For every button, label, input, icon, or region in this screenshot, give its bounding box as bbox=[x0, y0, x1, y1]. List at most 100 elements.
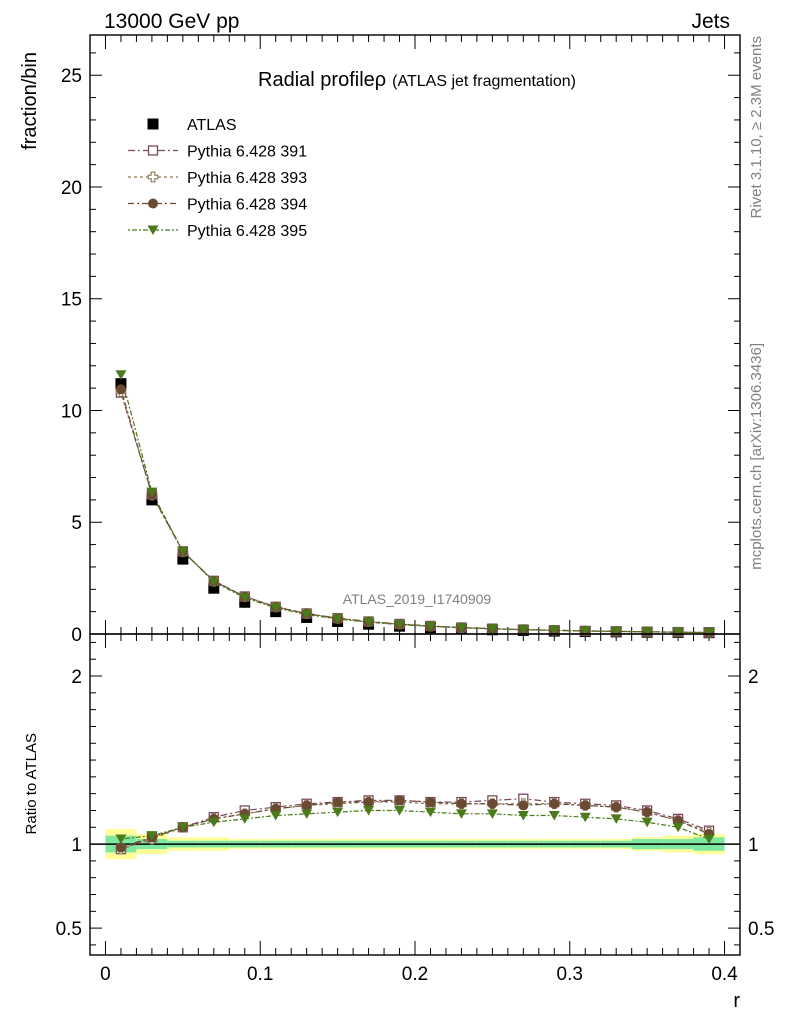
data-point bbox=[115, 384, 126, 395]
main-ytick-label: 25 bbox=[61, 66, 82, 87]
legend-marker bbox=[147, 118, 159, 130]
ratio-data-point bbox=[301, 800, 312, 811]
data-point bbox=[455, 623, 467, 633]
ratio-ytick-label-right: 1 bbox=[748, 835, 759, 856]
legend: ATLAS Pythia 6.428 391 Pythia 6.428 393 Pyt… bbox=[128, 117, 307, 240]
data-point bbox=[517, 625, 529, 635]
header-right: Jets bbox=[691, 10, 730, 33]
data-point bbox=[332, 614, 344, 625]
legend-label: ATLAS bbox=[187, 117, 237, 134]
main-ytick-label: 0 bbox=[71, 625, 82, 646]
data-point bbox=[115, 378, 127, 390]
ratio-ytick-label-right: 0.5 bbox=[748, 919, 774, 940]
ratio-data-point bbox=[456, 798, 467, 809]
data-point bbox=[301, 610, 313, 620]
ratio-data-point bbox=[270, 811, 282, 821]
main-ylabel: fraction/bin bbox=[19, 52, 41, 150]
ratio-data-point bbox=[363, 797, 374, 808]
ratio-data-point bbox=[486, 809, 498, 819]
data-point bbox=[672, 627, 684, 638]
ratio-data-point bbox=[177, 822, 189, 833]
data-point bbox=[610, 626, 622, 637]
ratio-data-point bbox=[332, 807, 344, 818]
xtick-label: 0 bbox=[100, 964, 111, 985]
side-mcplots-label: mcplots.cern.ch [arXiv:1306.3436] bbox=[748, 343, 765, 570]
legend-marker bbox=[148, 198, 158, 209]
ratio-data-point bbox=[518, 800, 529, 811]
main-ytick-label: 15 bbox=[61, 290, 82, 311]
xtick-label: 0.1 bbox=[247, 964, 273, 985]
xtick-label: 0.2 bbox=[402, 964, 428, 985]
ratio-data-point bbox=[580, 800, 591, 811]
ratio-data-point bbox=[301, 809, 313, 819]
xtick-label: 0.4 bbox=[711, 964, 738, 985]
watermark-label: ATLAS_2019_I1740909 bbox=[343, 591, 492, 607]
ratio-data-point bbox=[455, 809, 467, 819]
ratio-series-line bbox=[120, 809, 710, 840]
main-ytick-label: 10 bbox=[61, 401, 82, 422]
ratio-data-point bbox=[394, 805, 406, 816]
ratio-ytick-label: 0.5 bbox=[56, 919, 82, 940]
main-ytick-label: 20 bbox=[61, 178, 82, 199]
legend-label: Pythia 6.428 393 bbox=[187, 170, 307, 187]
ratio-ytick-label: 1 bbox=[71, 835, 82, 856]
ratio-data-point bbox=[672, 822, 684, 833]
ratio-data-point bbox=[517, 811, 529, 821]
xtick-label: 0.3 bbox=[557, 964, 583, 985]
ratio-data-point bbox=[239, 814, 251, 824]
data-point bbox=[486, 624, 498, 634]
ratio-data-point bbox=[115, 834, 127, 845]
ratio-data-point bbox=[611, 802, 622, 813]
data-point bbox=[579, 626, 591, 637]
data-point bbox=[641, 627, 653, 637]
ratio-data-point bbox=[703, 834, 715, 845]
data-point bbox=[239, 593, 251, 603]
data-point bbox=[363, 617, 375, 628]
data-point bbox=[548, 625, 560, 636]
header-left: 13000 GeV pp bbox=[104, 10, 239, 33]
title-symbol: ρ bbox=[375, 69, 386, 91]
title-sub: (ATLAS jet fragmentation) bbox=[392, 73, 576, 90]
legend-label: Pythia 6.428 395 bbox=[187, 223, 307, 240]
data-point bbox=[146, 487, 158, 498]
ratio-data-point bbox=[332, 797, 343, 808]
ratio-data-point bbox=[394, 795, 405, 806]
ratio-data-point bbox=[610, 814, 622, 824]
ratio-data-point bbox=[424, 807, 436, 818]
ratio-ytick-label-right: 2 bbox=[748, 667, 759, 688]
data-point bbox=[703, 628, 715, 638]
ratio-panel-series bbox=[115, 793, 715, 855]
ratio-data-point bbox=[548, 811, 560, 821]
ratio-data-point bbox=[579, 812, 591, 823]
legend-marker bbox=[147, 225, 159, 235]
data-point bbox=[270, 603, 282, 613]
data-point bbox=[208, 582, 220, 594]
ratio-data-point bbox=[641, 817, 653, 828]
data-point bbox=[208, 577, 220, 587]
ratio-data-point bbox=[115, 842, 126, 853]
main-panel-series bbox=[115, 370, 715, 639]
ratio-data-point bbox=[425, 797, 436, 808]
data-point bbox=[424, 621, 436, 632]
ratio-data-point bbox=[363, 805, 375, 816]
ratio-data-point bbox=[208, 817, 220, 828]
side-rivet-label: Rivet 3.1.10, ≥ 2.3M events bbox=[748, 36, 765, 219]
ratio-panel-frame bbox=[89, 633, 741, 956]
title-main: Radial profile bbox=[258, 69, 375, 91]
data-point bbox=[177, 546, 189, 557]
ratio-data-point bbox=[487, 798, 498, 809]
ratio-data-point bbox=[642, 807, 653, 818]
xlabel: r bbox=[733, 990, 740, 1012]
ratio-data-point bbox=[549, 798, 560, 809]
main-ytick-label: 5 bbox=[71, 513, 82, 534]
ratio-uncertainty-bands bbox=[90, 828, 740, 860]
legend-label: Pythia 6.428 391 bbox=[187, 144, 307, 161]
ratio-ylabel: Ratio to ATLAS bbox=[23, 733, 40, 834]
legend-marker bbox=[147, 145, 159, 156]
chart-title: Radial profileρ (ATLAS jet fragmentation) bbox=[258, 69, 576, 91]
data-point bbox=[177, 553, 189, 565]
data-point bbox=[115, 370, 127, 380]
ratio-ytick-label: 2 bbox=[71, 667, 82, 688]
